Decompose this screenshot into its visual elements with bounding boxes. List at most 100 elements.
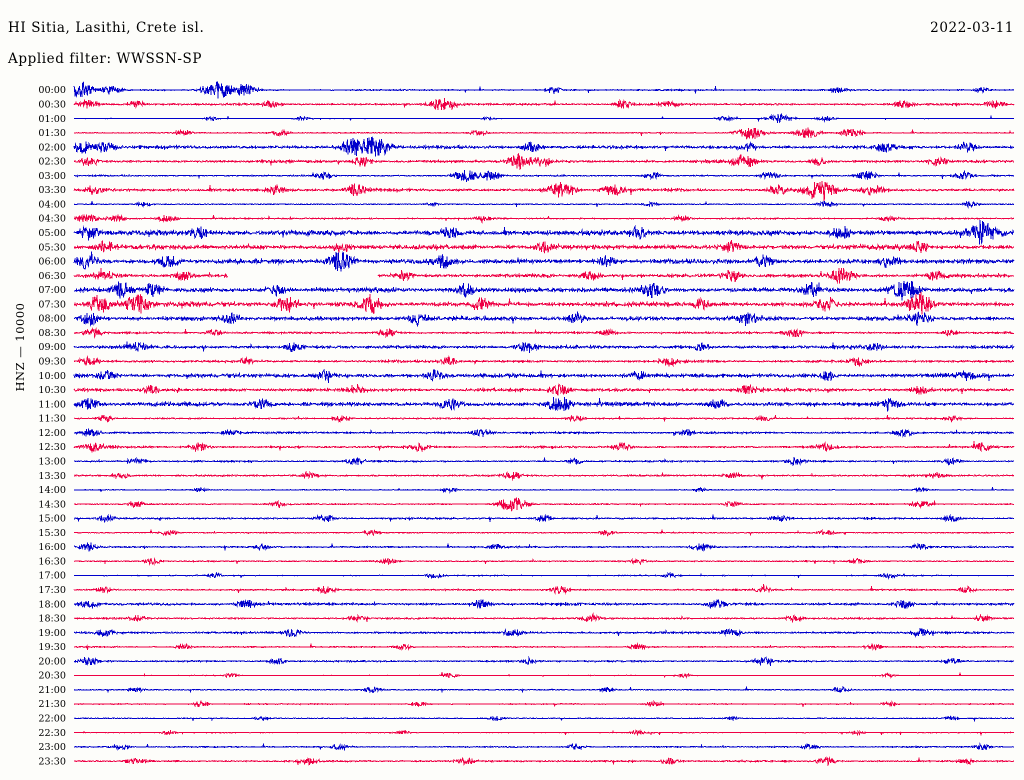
time-label: 00:30 [38, 99, 66, 110]
trace-line [74, 470, 1015, 481]
time-label: 17:00 [38, 571, 66, 582]
trace-line [73, 98, 1015, 111]
trace-line [74, 428, 1015, 438]
time-label: 12:30 [38, 442, 66, 453]
time-label: 13:30 [38, 471, 66, 482]
trace-line [73, 213, 1015, 224]
time-label: 14:00 [38, 485, 66, 496]
time-label: 22:30 [38, 728, 66, 739]
time-label: 15:00 [38, 514, 66, 525]
trace-line [73, 368, 1015, 384]
trace-line [74, 715, 1015, 722]
trace-line [73, 152, 1015, 171]
time-label: 07:00 [38, 285, 66, 296]
trace-line [73, 656, 1014, 667]
applied-filter-label: Applied filter: WWSSN-SP [8, 51, 203, 67]
time-label: 02:30 [38, 157, 66, 168]
time-label: 19:30 [38, 642, 66, 653]
trace-line [73, 441, 1015, 453]
trace-line [73, 112, 1015, 123]
time-label: 04:30 [38, 214, 66, 225]
trace-line [73, 251, 1015, 272]
time-label: 02:00 [38, 142, 66, 153]
time-label: 21:30 [38, 699, 66, 710]
time-label: 12:00 [38, 428, 66, 439]
trace-line [73, 396, 1014, 412]
trace-line [73, 599, 1015, 610]
time-label: 05:00 [38, 228, 66, 239]
trace-line [377, 267, 1015, 284]
time-label: 00:00 [38, 85, 66, 96]
trace-line [73, 413, 1015, 424]
trace-line [73, 355, 1015, 367]
trace-line [73, 341, 1015, 353]
trace-line [73, 310, 1015, 328]
trace-line [73, 486, 1015, 494]
trace-line [73, 292, 1015, 315]
time-label: 16:00 [38, 542, 66, 553]
trace-line [73, 729, 1015, 737]
trace-line [73, 584, 1015, 595]
trace-line [73, 456, 1015, 467]
trace-line [74, 240, 1015, 255]
time-label: 18:30 [38, 614, 66, 625]
trace-line [73, 383, 1015, 396]
time-label: 07:30 [38, 299, 66, 310]
time-axis-labels: 00:00 00:30 01:00 01:30 02:00 02:30 03:00 03:30… [38, 85, 66, 767]
trace-line [73, 136, 1015, 157]
trace-line [73, 180, 1015, 201]
trace-line [74, 612, 1015, 624]
time-label: 23:00 [38, 742, 66, 753]
trace-line [74, 127, 1015, 140]
time-label: 06:00 [38, 257, 66, 268]
time-label: 04:00 [38, 199, 66, 210]
time-label: 18:00 [38, 599, 66, 610]
trace-line [73, 529, 1014, 537]
time-label: 13:00 [38, 456, 66, 467]
trace-line [73, 699, 1015, 708]
time-label: 08:00 [38, 314, 66, 325]
time-label: 01:00 [38, 114, 66, 125]
record-date: 2022-03-11 [930, 20, 1014, 36]
time-label: 08:30 [38, 328, 66, 339]
time-label: 17:30 [38, 585, 66, 596]
trace-line [73, 280, 1015, 301]
time-label: 06:30 [38, 271, 66, 282]
time-label: 20:00 [38, 656, 66, 667]
trace-line [73, 497, 1015, 512]
trace-line [73, 686, 1015, 694]
time-label: 19:00 [38, 628, 66, 639]
trace-line [73, 542, 1015, 552]
time-label: 09:00 [38, 342, 66, 353]
trace-line [73, 219, 1015, 245]
trace-line [73, 513, 1015, 523]
time-label: 03:30 [38, 185, 66, 196]
trace-line [73, 81, 1015, 99]
trace-line [73, 756, 1015, 767]
time-label: 01:30 [38, 128, 66, 139]
time-label: 15:30 [38, 528, 66, 539]
page-title: HI Sitia, Lasithi, Crete isl. [8, 20, 205, 36]
trace-line [73, 742, 1015, 751]
time-label: 03:00 [38, 171, 66, 182]
trace-line [73, 571, 1014, 580]
time-label: 16:30 [38, 556, 66, 567]
time-label: 14:30 [38, 499, 66, 510]
trace-line [73, 642, 1015, 651]
time-label: 11:30 [38, 414, 66, 425]
trace-line [73, 671, 1014, 679]
time-label: 11:00 [38, 399, 66, 410]
trace-line [73, 628, 1015, 638]
time-label: 23:30 [38, 756, 66, 767]
time-label: 21:00 [38, 685, 66, 696]
seismic-traces [73, 81, 1015, 767]
trace-line [73, 327, 1014, 339]
time-label: 10:30 [38, 385, 66, 396]
time-label: 10:00 [38, 371, 66, 382]
trace-line [73, 200, 1015, 209]
time-label: 05:30 [38, 242, 66, 253]
trace-line [73, 170, 1015, 182]
trace-line [73, 268, 228, 281]
